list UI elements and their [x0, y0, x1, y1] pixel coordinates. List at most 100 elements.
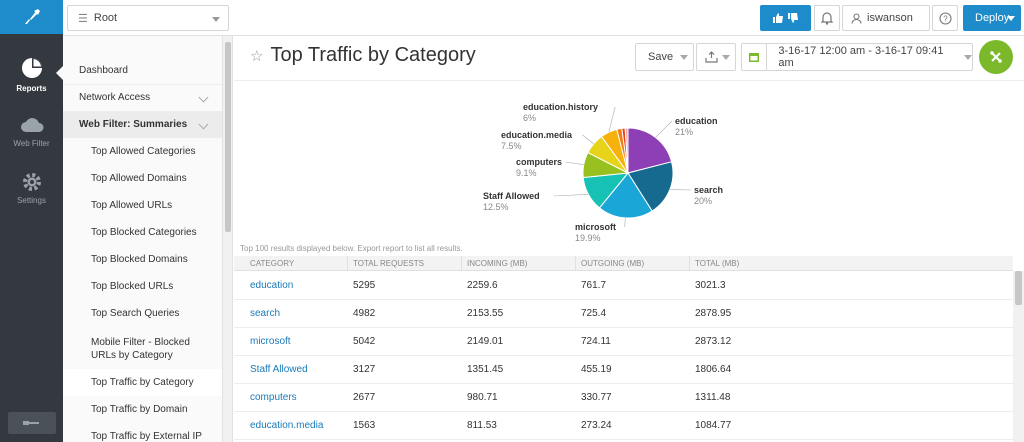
key-icon: [23, 421, 39, 425]
table-row: education.media 1563 811.53 273.24 1084.…: [234, 412, 1013, 440]
pie-slice-percent: 6%: [523, 113, 536, 123]
nav-item-top-search-queries[interactable]: Top Search Queries: [63, 300, 222, 327]
list-icon: ☰: [78, 12, 88, 25]
thumbs-up-icon: [773, 13, 783, 23]
user-name: iswanson: [867, 12, 913, 24]
nav-label: Top Search Queries: [91, 308, 180, 319]
tools-icon: [990, 51, 1002, 63]
chevron-down-icon: [198, 92, 209, 103]
nav-item-top-blocked-categories[interactable]: Top Blocked Categories: [63, 219, 222, 246]
cell-total-requests: 5042: [353, 336, 376, 347]
nav-label: Mobile Filter - Blocked URLs by Category: [91, 337, 190, 361]
category-link[interactable]: education: [250, 280, 294, 291]
nav-label: Top Blocked Categories: [91, 227, 197, 238]
nav-item-top-traffic-by-external-ip[interactable]: Top Traffic by External IP: [63, 423, 222, 442]
nav-item-dashboard[interactable]: Dashboard: [63, 57, 222, 84]
category-link[interactable]: microsoft: [250, 336, 291, 347]
pie-label-connector: [553, 194, 589, 197]
nav-item-top-allowed-domains[interactable]: Top Allowed Domains: [63, 165, 222, 192]
nav-item-top-blocked-urls[interactable]: Top Blocked URLs: [63, 273, 222, 300]
nav-divider: [63, 84, 222, 85]
user-menu[interactable]: iswanson: [842, 5, 930, 31]
category-link[interactable]: computers: [250, 392, 297, 403]
cell-total: 1311.48: [695, 392, 731, 403]
rail-item-reports[interactable]: Reports: [0, 56, 63, 93]
cell-total: 1084.77: [695, 420, 732, 431]
cell-total: 2873.12: [695, 336, 732, 347]
chevron-down-icon: [1007, 16, 1015, 21]
nav-item-top-blocked-domains[interactable]: Top Blocked Domains: [63, 246, 222, 273]
cell-outgoing: 455.19: [581, 364, 612, 375]
pie-slice[interactable]: [627, 127, 673, 174]
pie-slice[interactable]: [627, 161, 674, 212]
tools-button[interactable]: [979, 40, 1013, 74]
chevron-down-icon: [964, 54, 972, 60]
nav-item-mobile-filter-blocked[interactable]: Mobile Filter - Blocked URLs by Category: [63, 329, 203, 369]
rail-item-web-filter[interactable]: Web Filter: [0, 115, 63, 148]
save-button[interactable]: Save: [635, 43, 694, 71]
pie-slice-percent: 21%: [675, 127, 693, 137]
nav-item-top-traffic-by-domain[interactable]: Top Traffic by Domain: [63, 396, 222, 423]
gear-icon: [22, 173, 41, 191]
nav-item-top-allowed-categories[interactable]: Top Allowed Categories: [63, 138, 222, 165]
pie-slice[interactable]: [624, 127, 629, 174]
rocket-logo-icon[interactable]: [0, 0, 63, 34]
star-icon[interactable]: ☆: [250, 47, 264, 65]
deploy-button[interactable]: Deploy: [963, 5, 1021, 31]
root-select[interactable]: ☰ Root: [67, 5, 229, 31]
rail-label-reports: Reports: [16, 84, 47, 93]
user-icon: [851, 12, 862, 24]
nav-item-network-access[interactable]: Network Access: [63, 84, 222, 111]
cloud-icon: [20, 118, 43, 132]
results-note: Top 100 results displayed below. Export …: [240, 244, 463, 253]
nav-scrollbar[interactable]: [223, 36, 233, 442]
nav-item-web-filter-summaries[interactable]: Web Filter: Summaries: [63, 111, 222, 138]
cell-total: 3021.3: [695, 280, 726, 291]
feedback-button[interactable]: [760, 5, 811, 31]
nav-label: Web Filter: Summaries: [79, 119, 188, 130]
nav-label: Network Access: [79, 92, 151, 103]
nav-item-top-allowed-urls[interactable]: Top Allowed URLs: [63, 192, 222, 219]
pie-label-connector: [565, 161, 584, 166]
nav-item-top-traffic-by-category[interactable]: Top Traffic by Category: [63, 369, 222, 396]
column-header-incoming[interactable]: INCOMING (MB): [467, 259, 528, 268]
deploy-label: Deploy: [975, 12, 1010, 24]
column-header-total[interactable]: TOTAL (MB): [695, 259, 740, 268]
cell-incoming: 2259.6: [467, 280, 498, 291]
collapse-rail-button[interactable]: [8, 412, 56, 434]
table-scrollbar[interactable]: [1013, 271, 1024, 442]
page-title: ☆ Top Traffic by Category: [250, 44, 476, 67]
table-row: Staff Allowed 3127 1351.45 455.19 1806.6…: [234, 356, 1013, 384]
date-range-picker[interactable]: 3-16-17 12:00 am - 3-16-17 09:41 am: [741, 43, 973, 71]
chevron-down-icon: [722, 54, 730, 60]
category-link[interactable]: Staff Allowed: [250, 364, 308, 375]
cell-incoming: 2149.01: [467, 336, 504, 347]
column-divider: [689, 256, 690, 271]
pie-label-connector: [608, 106, 616, 133]
pie-slice-label: microsoft: [575, 222, 616, 232]
chevron-down-icon: [198, 119, 209, 130]
export-button[interactable]: [696, 43, 736, 71]
cell-total: 1806.64: [695, 364, 732, 375]
page-title-text: Top Traffic by Category: [270, 44, 476, 66]
table-scrollbar-thumb[interactable]: [1015, 271, 1022, 305]
pie-slice[interactable]: [598, 172, 653, 219]
category-link[interactable]: education.media: [250, 420, 324, 431]
nav-scrollbar-thumb[interactable]: [225, 42, 231, 232]
chevron-down-icon: [212, 17, 220, 22]
cell-incoming: 2153.55: [467, 308, 504, 319]
column-header-category[interactable]: CATEGORY: [250, 259, 295, 268]
pie-slice-label: education.history: [523, 102, 598, 112]
category-link[interactable]: search: [250, 308, 281, 319]
pie-slice-label: education: [675, 116, 718, 126]
chart-panel: education 21% search 20% microsoft 19.9% Staff…: [234, 80, 1024, 256]
column-header-total-requests[interactable]: TOTAL REQUESTS: [353, 259, 424, 268]
column-header-outgoing[interactable]: OUTGOING (MB): [581, 259, 645, 268]
root-select-value: Root: [93, 12, 118, 24]
help-button[interactable]: ?: [932, 5, 958, 31]
rail-item-settings[interactable]: Settings: [0, 172, 63, 205]
cell-outgoing: 330.77: [581, 392, 612, 403]
notifications-button[interactable]: [814, 5, 840, 31]
cell-total-requests: 4982: [353, 308, 376, 319]
